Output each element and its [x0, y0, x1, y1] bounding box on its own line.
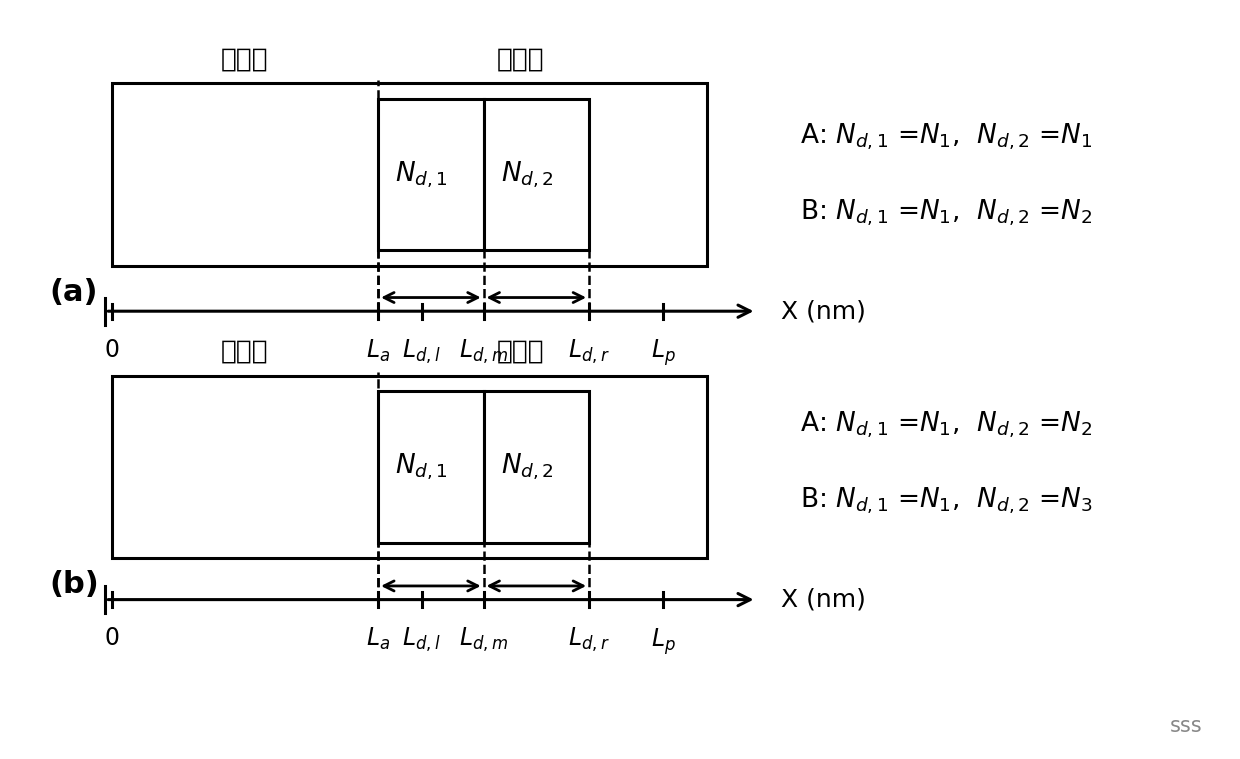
- Text: B: $N_{d,1}$ =$N_1$,  $N_{d,2}$ =$N_2$: B: $N_{d,1}$ =$N_1$, $N_{d,2}$ =$N_2$: [800, 197, 1092, 228]
- Text: (a): (a): [50, 278, 98, 307]
- Bar: [484, 99, 589, 250]
- Bar: [112, 83, 707, 266]
- Bar: [112, 376, 707, 558]
- Bar: [378, 99, 484, 250]
- Text: $L_{d,m}$: $L_{d,m}$: [459, 626, 508, 654]
- Text: 0: 0: [104, 338, 119, 362]
- Text: $L_{d,r}$: $L_{d,r}$: [568, 338, 610, 366]
- Text: $N_{d,1}$: $N_{d,1}$: [396, 159, 448, 190]
- Bar: [484, 391, 589, 543]
- Text: $L_p$: $L_p$: [651, 626, 676, 657]
- Text: sss: sss: [1171, 716, 1203, 736]
- Text: X (nm): X (nm): [781, 299, 866, 323]
- Text: $L_{d,r}$: $L_{d,r}$: [568, 626, 610, 654]
- Text: $L_a$: $L_a$: [366, 626, 391, 653]
- Text: 注入区: 注入区: [497, 46, 544, 72]
- Text: $N_{d,1}$: $N_{d,1}$: [396, 452, 448, 482]
- Text: $L_{d,l}$: $L_{d,l}$: [402, 338, 441, 366]
- Text: $L_p$: $L_p$: [651, 338, 676, 368]
- Text: A: $N_{d,1}$ =$N_1$,  $N_{d,2}$ =$N_1$: A: $N_{d,1}$ =$N_1$, $N_{d,2}$ =$N_1$: [800, 121, 1092, 152]
- Bar: [378, 391, 484, 543]
- Text: B: $N_{d,1}$ =$N_1$,  $N_{d,2}$ =$N_3$: B: $N_{d,1}$ =$N_1$, $N_{d,2}$ =$N_3$: [800, 486, 1092, 516]
- Text: $L_a$: $L_a$: [366, 338, 391, 364]
- Text: 有源区: 有源区: [221, 339, 268, 364]
- Text: $L_{d,m}$: $L_{d,m}$: [459, 338, 508, 366]
- Text: 注入区: 注入区: [497, 339, 544, 364]
- Text: $L_{d,l}$: $L_{d,l}$: [402, 626, 441, 654]
- Text: (b): (b): [50, 570, 99, 599]
- Text: 有源区: 有源区: [221, 46, 268, 72]
- Text: 0: 0: [104, 626, 119, 650]
- Text: $N_{d,2}$: $N_{d,2}$: [501, 452, 553, 482]
- Text: A: $N_{d,1}$ =$N_1$,  $N_{d,2}$ =$N_2$: A: $N_{d,1}$ =$N_1$, $N_{d,2}$ =$N_2$: [800, 410, 1092, 440]
- Text: $N_{d,2}$: $N_{d,2}$: [501, 159, 553, 190]
- Text: X (nm): X (nm): [781, 587, 866, 612]
